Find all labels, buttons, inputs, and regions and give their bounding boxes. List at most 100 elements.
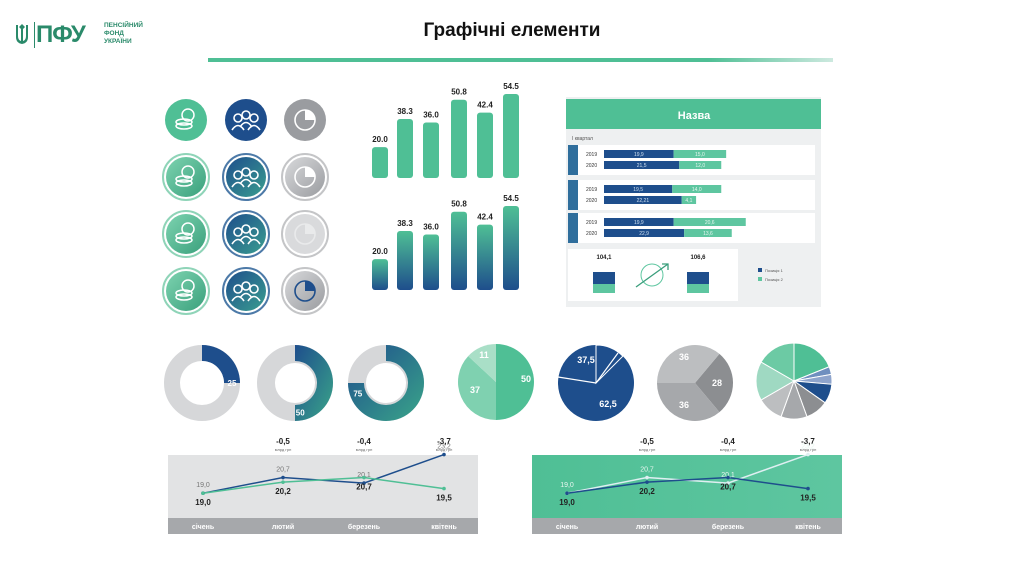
row-value-a: 19,9 — [634, 220, 644, 226]
gradient-bar-bar — [477, 224, 493, 290]
legend-swatch-2 — [758, 277, 762, 281]
green-bar-bar — [503, 94, 519, 178]
title-rule — [208, 58, 833, 62]
page-title: Графічні елементи — [423, 20, 601, 41]
pie-icon — [281, 210, 329, 258]
donut-label: 75 — [353, 389, 362, 398]
row-bar-b — [673, 218, 746, 226]
green-bar-label: 36.0 — [423, 111, 439, 120]
donut-charts: 25 50 75 — [164, 345, 424, 421]
green-bar-label: 54.5 — [503, 82, 519, 91]
row-bar-a — [604, 196, 682, 204]
green-pie-slice — [496, 344, 534, 420]
gray-line-chart-axis-band — [168, 518, 478, 534]
gray-line-chart-delta-unit: млрд грн — [356, 447, 373, 452]
green-bar-label: 20.0 — [372, 135, 388, 144]
pfu-logo: ПФУ ПЕНСІЙНИЙ ФОНД УКРАЇНИ — [14, 18, 144, 52]
gray-line-chart-series-b-label: 20,7 — [356, 483, 372, 492]
gradient-bar-label: 20.0 — [372, 247, 388, 256]
bar-chart-gradient: 20.0 38.3 36.0 50.8 42.4 54.5 — [372, 194, 519, 290]
row-value-b: 20,6 — [705, 220, 715, 226]
summary-box-bottom — [687, 284, 709, 293]
legend-label-2: Позиція 2 — [765, 277, 784, 282]
green-bar-bar — [451, 99, 467, 178]
multi-pie-slice — [793, 342, 830, 382]
gray-line-chart-series-b-line — [202, 476, 445, 494]
gradient-bar-bar — [423, 234, 439, 290]
green-line-chart-series-b-label: 19,0 — [559, 498, 575, 507]
donut-value-arc — [348, 345, 424, 421]
gray-line-chart-delta-unit: млрд грн — [275, 447, 292, 452]
growth-arrow-icon — [635, 263, 669, 288]
gray-line-chart-series-b-point — [201, 491, 205, 496]
logo-name: ПЕНСІЙНИЙ ФОНД УКРАЇНИ — [104, 22, 143, 45]
row-value-a: 22,21 — [637, 198, 650, 204]
green-bar-bar — [423, 122, 439, 178]
green-pie-label: 50 — [521, 374, 531, 384]
row-bar-a — [604, 218, 674, 226]
green-line-chart-series-b-point — [726, 475, 730, 480]
green-line-chart-delta-unit: млрд грн — [720, 447, 737, 452]
row-year: 2019 — [586, 220, 597, 226]
summary-box-top — [687, 272, 709, 284]
logo-text: ПФУ — [36, 21, 86, 48]
gray-pie-label: 36 — [679, 352, 689, 362]
row-year: 2020 — [586, 231, 597, 237]
gradient-bar-label: 42.4 — [477, 213, 493, 222]
gray-line-chart-delta: -0,4 — [357, 437, 371, 446]
row-year: 2020 — [586, 198, 597, 204]
row-value-a: 19,9 — [634, 152, 644, 158]
bar-chart-green: 20.0 38.3 36.0 50.8 42.4 54.5 — [372, 82, 519, 178]
gray-line-chart-series-a-label: 23,2 — [437, 444, 451, 451]
green-pie-slice — [468, 344, 496, 382]
row-year: 2020 — [586, 163, 597, 169]
green-pie-slice — [458, 356, 496, 420]
gradient-bar-label: 38.3 — [397, 219, 413, 228]
gray-line-chart-delta-unit: млрд грн — [436, 447, 453, 452]
gray-line-chart-series-a-label: 20,1 — [357, 472, 371, 479]
green-line-chart-series-a-label: 20,7 — [640, 467, 654, 474]
navy-pie-label: 37,5 — [577, 355, 595, 365]
card-group — [568, 180, 815, 210]
green-line-chart-series-a-label: 19,0 — [560, 482, 574, 489]
gray-line-chart-series-b-point — [362, 475, 366, 480]
people-icon — [225, 99, 267, 141]
green-bar-label: 38.3 — [397, 107, 413, 116]
summary-right-value: 106,6 — [690, 255, 706, 261]
row-value-b: 14,0 — [692, 187, 702, 193]
multi-pie-slice — [760, 342, 795, 382]
gray-line-chart-series-a-point — [281, 475, 285, 480]
green-line-chart-series-a-point — [645, 475, 649, 480]
gray-pie-slice — [695, 353, 733, 413]
row-value-a: 22,9 — [639, 231, 649, 237]
gray-pie-slice — [657, 345, 720, 383]
green-line-chart-series-b-label: 20,7 — [720, 483, 736, 492]
gray-pie-label: 36 — [679, 400, 689, 410]
gradient-bar-bar — [451, 211, 467, 290]
row-bar-a — [604, 185, 673, 193]
row-bar-b — [673, 150, 727, 158]
green-bar-label: 42.4 — [477, 101, 493, 110]
row-value-a: 19,5 — [633, 187, 643, 193]
row-value-b: 4,1 — [685, 198, 692, 204]
green-line-chart-delta: -0,5 — [640, 437, 654, 446]
people-icon — [222, 267, 270, 315]
green-bar-bar — [397, 118, 413, 178]
green-line-chart-series-b-point — [565, 491, 569, 496]
gray-line-chart-month-label: січень — [192, 523, 215, 531]
green-line-chart-series-a-point — [726, 481, 730, 485]
gray-pie-label: 28 — [712, 378, 722, 388]
card-group — [568, 213, 815, 243]
row-bar-b — [684, 229, 732, 237]
gradient-bar-label: 54.5 — [503, 194, 519, 203]
coins-icon — [162, 267, 210, 315]
green-bar-label: 50.8 — [451, 88, 467, 97]
gray-line-chart-series-b-label: 19,5 — [436, 494, 452, 503]
card-group — [568, 145, 815, 175]
people-icon — [222, 210, 270, 258]
gray-pie-slice — [657, 383, 720, 421]
green-line-chart-delta: -3,7 — [801, 437, 815, 446]
card-group-tab — [568, 180, 578, 210]
summary-box-bottom — [593, 284, 615, 293]
donut-label: 25 — [228, 379, 237, 388]
